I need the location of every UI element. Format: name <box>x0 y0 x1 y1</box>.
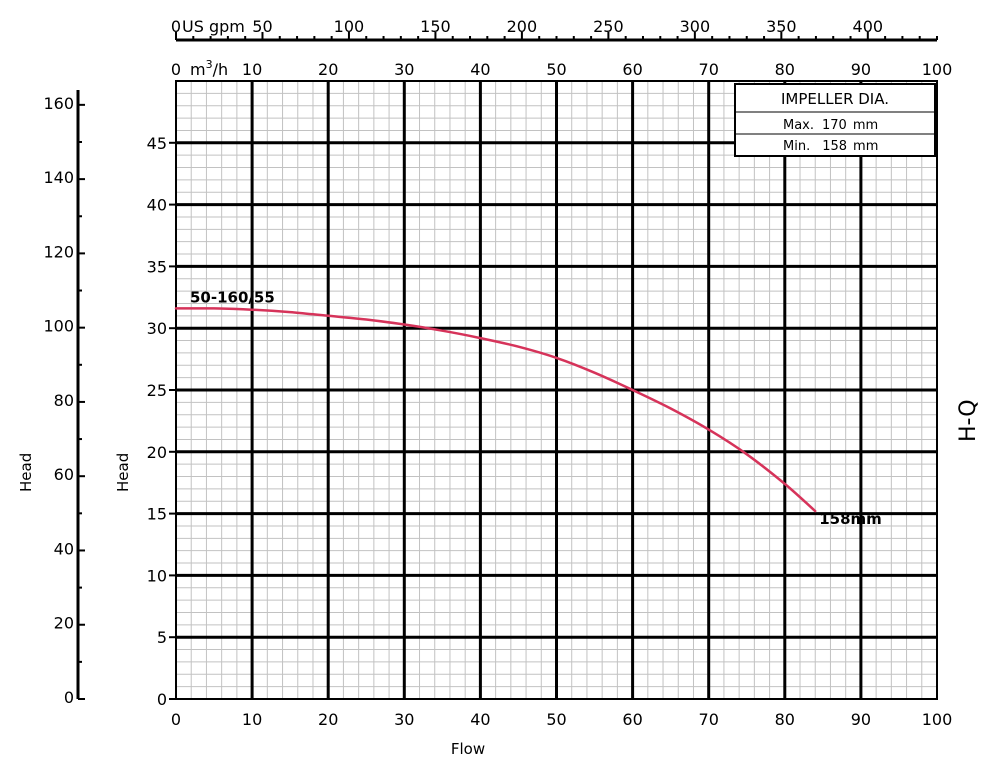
m3h-unit-label: m3/h <box>190 58 228 79</box>
gpm-tick-label: 0 <box>171 17 181 36</box>
y-tick-label: 40 <box>147 196 167 215</box>
x-tick-label: 100 <box>922 710 953 729</box>
m3h-unit-base: m <box>190 60 206 79</box>
legend-max-label: Max. <box>783 118 814 133</box>
ft-tick-label: 0 <box>64 688 74 707</box>
gpm-tick-label: 50 <box>252 17 272 36</box>
x-tick-label: 20 <box>318 710 338 729</box>
x-tick-label: 60 <box>622 710 642 729</box>
legend-title: IMPELLER DIA. <box>781 90 889 108</box>
x-tick-label: 30 <box>394 710 414 729</box>
top-m3h-axis: 0 10 20 30 40 50 60 70 80 90 100 <box>171 60 952 79</box>
left-head-label: Head <box>17 453 35 492</box>
m3h-tick-label: 10 <box>242 60 262 79</box>
x-tick-label: 50 <box>546 710 566 729</box>
major-grid <box>176 81 937 699</box>
ft-tick-label: 160 <box>43 94 74 113</box>
legend-max-value: 170 <box>822 118 847 133</box>
left-ft-axis: 0 20 40 60 80 100 120 140 160 <box>43 90 85 707</box>
gpm-unit-label: US gpm <box>182 17 245 36</box>
gpm-tick-label: 200 <box>507 17 538 36</box>
inner-head-label: Head <box>114 453 132 492</box>
ft-tick-label: 20 <box>54 614 74 633</box>
m3h-tick-label: 70 <box>699 60 719 79</box>
series-line-hq-curve <box>174 307 817 513</box>
legend-box: IMPELLER DIA. Max. 170 mm Min. 158 mm <box>734 83 936 157</box>
gpm-tick-label: 150 <box>420 17 451 36</box>
ft-tick-label: 100 <box>43 317 74 336</box>
x-tick-label: 10 <box>242 710 262 729</box>
legend-frame <box>734 83 936 157</box>
y-tick-label: 30 <box>147 319 167 338</box>
flow-label: Flow <box>451 740 485 758</box>
m3h-tick-label: 0 <box>171 60 181 79</box>
ft-tick-label: 80 <box>54 391 74 410</box>
y-tick-label: 20 <box>147 443 167 462</box>
m3h-unit-sup: 3 <box>206 58 213 71</box>
m3h-tick-label: 30 <box>394 60 414 79</box>
ft-tick-label: 40 <box>54 539 74 558</box>
m3h-tick-label: 50 <box>546 60 566 79</box>
x-tick-label: 80 <box>775 710 795 729</box>
m3h-tick-label: 20 <box>318 60 338 79</box>
gpm-tick-label: 350 <box>766 17 797 36</box>
x-tick-label: 40 <box>470 710 490 729</box>
m3h-tick-label: 40 <box>470 60 490 79</box>
legend-max-unit: mm <box>853 118 878 133</box>
m3h-unit-suffix: /h <box>213 60 229 79</box>
gpm-tick-label: 100 <box>334 17 365 36</box>
legend-min-label: Min. <box>783 139 810 154</box>
y-tick-label: 10 <box>147 566 167 585</box>
ft-tick-label: 120 <box>43 242 74 261</box>
x-tick-label: 90 <box>851 710 871 729</box>
legend-min-unit: mm <box>853 139 878 154</box>
y-tick-label: 0 <box>157 690 167 709</box>
gpm-tick-label: 400 <box>853 17 884 36</box>
y-axis-ticks: 0 5 10 15 20 25 30 35 40 45 <box>147 134 176 709</box>
m3h-tick-label: 60 <box>622 60 642 79</box>
ft-tick-label: 140 <box>43 168 74 187</box>
y-tick-label: 45 <box>147 134 167 153</box>
legend-row-min: Min. 158 mm <box>783 139 878 154</box>
y-tick-label: 35 <box>147 257 167 276</box>
gpm-tick-label: 250 <box>593 17 624 36</box>
top-gpm-axis: 0 50 100 150 200 250 300 350 400 <box>171 17 938 42</box>
y-tick-label: 5 <box>157 628 167 647</box>
x-axis-ticks: 0 10 20 30 40 50 60 70 80 90 100 <box>171 710 952 729</box>
y-tick-label: 25 <box>147 381 167 400</box>
x-tick-label: 70 <box>699 710 719 729</box>
legend-min-value: 158 <box>822 139 847 154</box>
x-tick-label: 0 <box>171 710 181 729</box>
y-tick-label: 15 <box>147 505 167 524</box>
series-end-label: 158mm <box>819 510 882 528</box>
m3h-tick-label: 100 <box>922 60 953 79</box>
legend-row-max: Max. 170 mm <box>783 118 878 133</box>
series-name-label: 50-160/55 <box>190 288 275 306</box>
gpm-tick-label: 300 <box>680 17 711 36</box>
m3h-tick-label: 90 <box>851 60 871 79</box>
m3h-tick-label: 80 <box>775 60 795 79</box>
hq-label: H-Q <box>956 399 981 442</box>
ft-tick-label: 60 <box>54 465 74 484</box>
